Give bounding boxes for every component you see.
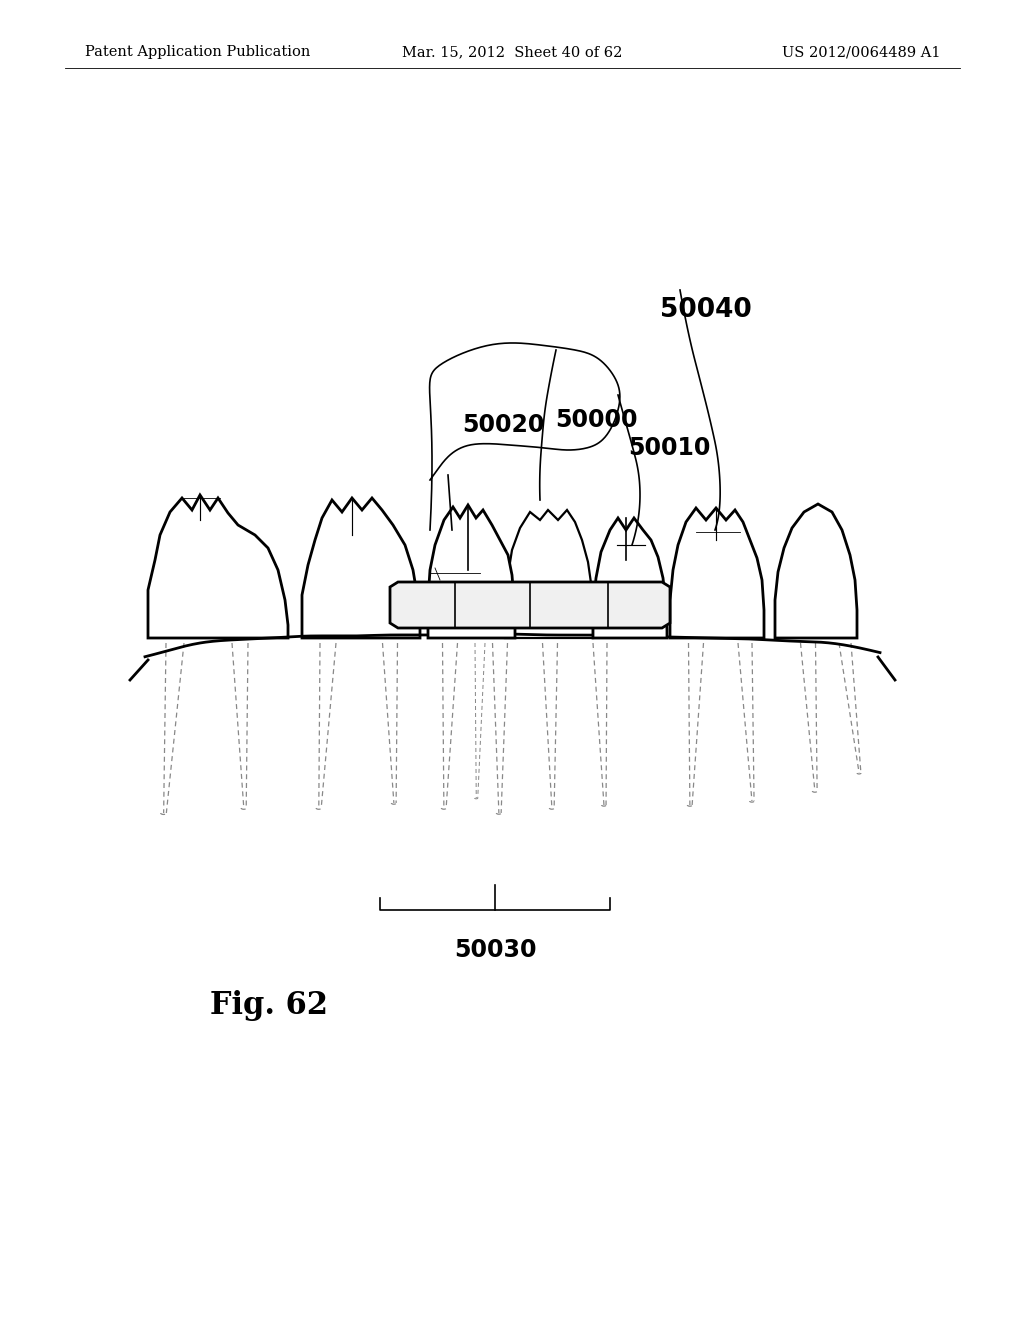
Polygon shape [302, 498, 420, 638]
Text: 50040: 50040 [660, 297, 752, 323]
Text: Mar. 15, 2012  Sheet 40 of 62: Mar. 15, 2012 Sheet 40 of 62 [401, 45, 623, 59]
Polygon shape [148, 495, 288, 638]
Polygon shape [505, 510, 593, 638]
Text: 50030: 50030 [454, 939, 537, 962]
Polygon shape [775, 504, 857, 638]
Text: 50000: 50000 [555, 408, 638, 432]
Text: 50010: 50010 [628, 436, 711, 459]
Text: Patent Application Publication: Patent Application Publication [85, 45, 310, 59]
Text: 50020: 50020 [462, 413, 545, 437]
Polygon shape [428, 506, 515, 638]
Text: Fig. 62: Fig. 62 [210, 990, 328, 1020]
Polygon shape [390, 582, 670, 628]
Polygon shape [593, 517, 667, 638]
Polygon shape [670, 508, 764, 638]
Text: US 2012/0064489 A1: US 2012/0064489 A1 [781, 45, 940, 59]
